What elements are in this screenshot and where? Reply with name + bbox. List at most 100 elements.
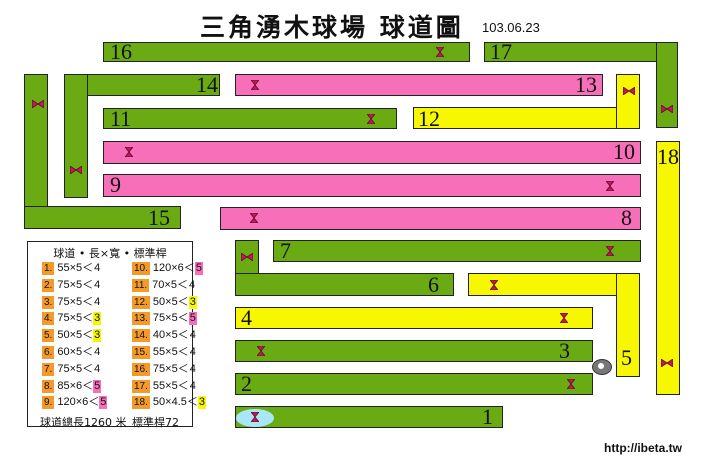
gate-icon xyxy=(606,181,614,191)
lane-1 xyxy=(235,406,503,428)
legend-lane-number: 12. xyxy=(132,295,150,309)
lane-6-bottom xyxy=(235,273,454,296)
gate-icon xyxy=(251,80,259,90)
legend-dimensions: 120×6＜ xyxy=(57,396,100,409)
legend-par: 3 xyxy=(93,312,102,326)
gate-icon xyxy=(560,313,568,323)
legend-row: 16. 75×5＜4 xyxy=(132,362,197,376)
gate-icon xyxy=(32,100,44,108)
lane-14-number: 14 xyxy=(196,72,218,97)
legend-lane-number: 8. xyxy=(42,379,55,393)
legend-row: 12. 50×5＜3 xyxy=(132,295,197,309)
lane-17-top xyxy=(484,42,678,62)
legend-lane-number: 13. xyxy=(132,312,150,326)
legend-dimensions: 50×5＜ xyxy=(152,295,189,308)
lane-15-side xyxy=(24,74,48,229)
legend-lane-number: 6. xyxy=(42,346,55,359)
gate-icon xyxy=(606,246,614,256)
lane-8 xyxy=(220,207,641,230)
legend-lane-number: 11. xyxy=(132,278,150,292)
gate-icon xyxy=(623,87,635,95)
legend-dimensions: 40×5＜ xyxy=(152,329,189,342)
legend-dimensions: 55×5＜ xyxy=(57,262,94,274)
gate-icon xyxy=(490,280,498,290)
lane-4-number: 4 xyxy=(241,305,252,330)
legend-par: 4 xyxy=(94,278,101,291)
lane-14-side xyxy=(64,74,88,198)
legend-row: 15. 55×5＜4 xyxy=(132,346,197,359)
lane-7 xyxy=(273,240,641,262)
lane-9 xyxy=(103,174,641,197)
legend-lane-number: 5. xyxy=(42,329,55,343)
lane-11 xyxy=(103,108,397,129)
lane-5-side xyxy=(616,273,640,377)
legend-lane-number: 1. xyxy=(42,262,55,275)
lane-2 xyxy=(235,373,593,395)
lane-9-number: 9 xyxy=(110,172,121,197)
legend-row: 17. 55×5＜4 xyxy=(132,379,197,393)
lane-16 xyxy=(103,42,470,62)
legend-dimensions: 85×6＜ xyxy=(57,379,94,392)
legend-par: 4 xyxy=(189,362,196,375)
lane-15-number: 15 xyxy=(148,205,170,230)
legend-dimensions: 75×5＜ xyxy=(57,295,94,308)
lane-10 xyxy=(103,141,641,164)
legend-dimensions: 75×5＜ xyxy=(152,312,189,325)
legend-lane-number: 16. xyxy=(132,362,150,376)
legend-row: 4. 75×5＜3 xyxy=(42,312,102,326)
watermark-url: http://ibeta.tw xyxy=(604,441,682,455)
legend-par: 4 xyxy=(189,329,196,342)
legend-lane-number: 14. xyxy=(132,329,150,343)
lane-13 xyxy=(235,74,603,96)
lane-15-bottom xyxy=(24,206,181,229)
date-label: 103.06.23 xyxy=(482,20,540,35)
legend-dimensions: 120×6＜ xyxy=(152,262,195,274)
legend-par: 4 xyxy=(94,295,101,308)
gate-icon xyxy=(125,147,133,157)
lane-8-number: 8 xyxy=(621,205,632,230)
diagram-title: 三角湧木球場 球道圖 xyxy=(200,13,464,42)
lane-13-number: 13 xyxy=(575,72,597,97)
legend-total-length: 球道總長1260 米 xyxy=(40,416,127,429)
legend-par: 5 xyxy=(93,379,102,393)
legend-lane-number: 18. xyxy=(132,396,150,410)
legend-dimensions: 55×5＜ xyxy=(152,346,189,358)
legend-par: 4 xyxy=(189,346,196,358)
gate-icon xyxy=(661,105,673,113)
lane-7-number: 7 xyxy=(280,238,291,263)
lane-18 xyxy=(656,141,680,395)
lane-12-bottom xyxy=(413,107,640,129)
legend-row: 11. 70×5＜4 xyxy=(132,278,196,292)
gate-icon xyxy=(367,114,375,124)
lane-3-number: 3 xyxy=(559,338,570,363)
legend-total-par: 標準桿72 xyxy=(132,416,179,429)
legend-lane-number: 9. xyxy=(42,396,55,410)
lane-6-number: 6 xyxy=(428,272,439,297)
legend-par: 3 xyxy=(188,295,197,309)
lane-18-number: 18 xyxy=(657,144,679,169)
legend-par: 4 xyxy=(189,379,196,392)
lane-10-number: 10 xyxy=(613,139,635,164)
gate-icon xyxy=(250,213,258,223)
gate-icon xyxy=(567,379,575,389)
lane-11-number: 11 xyxy=(110,106,132,131)
legend-row: 18. 50×4.5＜3 xyxy=(132,396,206,410)
legend-row: 1. 55×5＜4 xyxy=(42,262,101,275)
legend-row: 8. 85×6＜5 xyxy=(42,379,102,393)
lane-12-side xyxy=(616,74,640,129)
legend-row: 14. 40×5＜4 xyxy=(132,329,197,343)
lane-17-number: 17 xyxy=(490,39,512,64)
legend-lane-number: 3. xyxy=(42,295,55,309)
legend-dimensions: 50×5＜ xyxy=(57,329,94,342)
legend-par: 5 xyxy=(188,312,197,326)
legend-box: 球道 • 長×寬 • 標準桿 1. 55×5＜4 2. 75×5＜4 3. 75×5＜4 4… xyxy=(27,241,206,429)
lane-1-number: 1 xyxy=(482,404,493,429)
gate-icon xyxy=(241,253,253,261)
legend-dimensions: 75×5＜ xyxy=(57,312,94,325)
legend-par: 3 xyxy=(93,329,102,343)
gate-icon xyxy=(436,47,444,57)
legend-dimensions: 75×5＜ xyxy=(57,278,94,291)
legend-row: 2. 75×5＜4 xyxy=(42,278,101,292)
legend-dimensions: 55×5＜ xyxy=(152,379,189,392)
legend-row: 7. 75×5＜4 xyxy=(42,362,101,376)
